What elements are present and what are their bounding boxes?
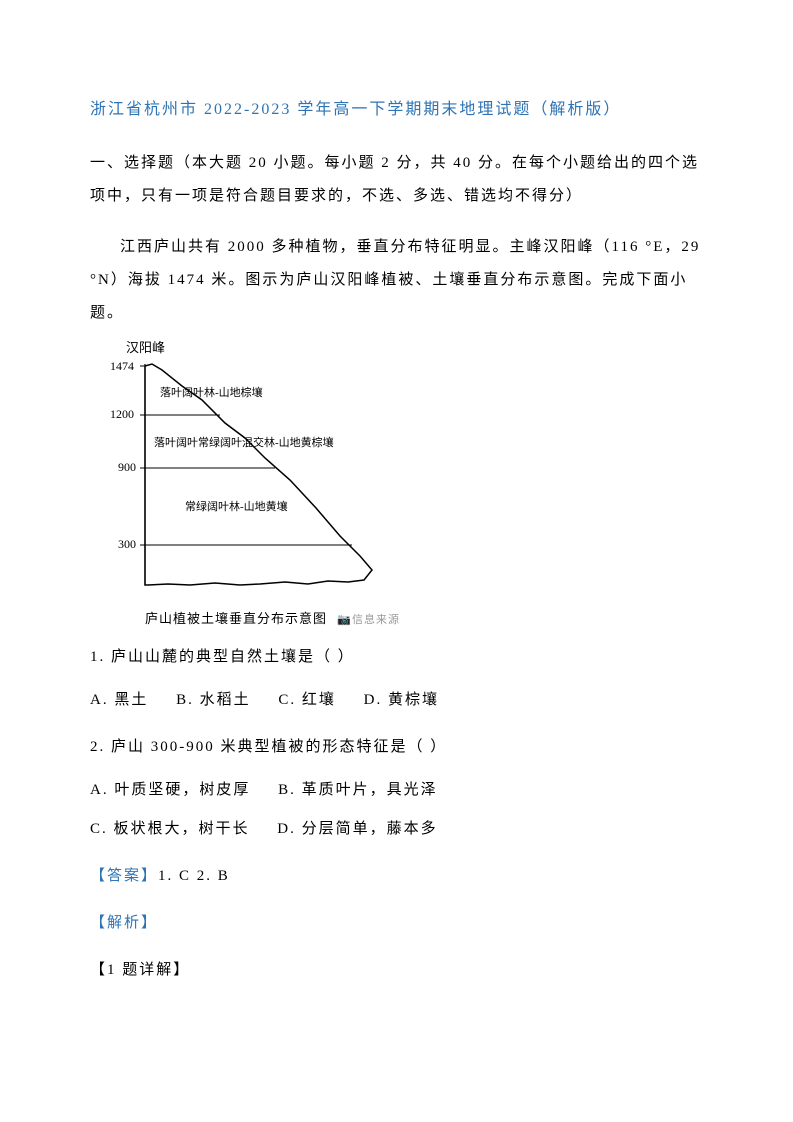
diagram-caption: 庐山植被土壤垂直分布示意图	[145, 611, 327, 626]
peak-label: 汉阳峰	[126, 340, 165, 355]
question-context: 江西庐山共有 2000 多种植物，垂直分布特征明显。主峰汉阳峰（116 °E，2…	[90, 231, 703, 330]
q2-opt-c: C. 板状根大，树干长	[90, 821, 250, 837]
diagram-container: 汉阳峰 1474 1200 900 300 落叶阔叶林-山地棕壤 落叶阔叶常绿阔…	[90, 338, 703, 627]
q1-opt-d: D. 黄棕壤	[364, 692, 439, 708]
diagram-watermark: 📷信息来源	[337, 614, 400, 626]
band-label-2: 落叶阔叶常绿阔叶混交林-山地黄棕壤	[154, 435, 334, 449]
q2-opt-a: A. 叶质坚硬，树皮厚	[90, 782, 250, 798]
exam-title: 浙江省杭州市 2022-2023 学年高一下学期期末地理试题（解析版）	[90, 95, 703, 119]
q1-opt-c: C. 红壤	[278, 692, 336, 708]
answer-line: 【答案】1. C 2. B	[90, 860, 703, 893]
detail-label: 【1 题详解】	[90, 954, 703, 987]
answer-label: 【答案】	[90, 868, 158, 884]
ytick-1474: 1474	[110, 359, 134, 373]
q2-opt-d: D. 分层简单，藤本多	[277, 821, 437, 837]
ytick-300: 300	[118, 537, 136, 551]
answer-text: 1. C 2. B	[158, 868, 230, 884]
question-1-stem: 1. 庐山山麓的典型自然土壤是（ ）	[90, 641, 703, 674]
q1-opt-a: A. 黑土	[90, 692, 148, 708]
section-header: 一、选择题（本大题 20 小题。每小题 2 分，共 40 分。在每个小题给出的四…	[90, 147, 703, 213]
ytick-900: 900	[118, 460, 136, 474]
band-label-1: 落叶阔叶林-山地棕壤	[160, 385, 263, 399]
mountain-diagram: 汉阳峰 1474 1200 900 300 落叶阔叶林-山地棕壤 落叶阔叶常绿阔…	[90, 338, 410, 603]
ytick-1200: 1200	[110, 407, 134, 421]
q1-opt-b: B. 水稻土	[176, 692, 251, 708]
question-2-options-row1: A. 叶质坚硬，树皮厚 B. 革质叶片，具光泽	[90, 774, 703, 807]
q2-opt-b: B. 革质叶片，具光泽	[278, 782, 438, 798]
question-2-stem: 2. 庐山 300-900 米典型植被的形态特征是（ ）	[90, 731, 703, 764]
question-1-options: A. 黑土 B. 水稻土 C. 红壤 D. 黄棕壤	[90, 684, 703, 717]
diagram-caption-row: 庐山植被土壤垂直分布示意图 📷信息来源	[145, 608, 703, 627]
question-2-options-row2: C. 板状根大，树干长 D. 分层简单，藤本多	[90, 813, 703, 846]
analysis-label: 【解析】	[90, 907, 703, 940]
band-label-3: 常绿阔叶林-山地黄壤	[185, 499, 288, 513]
